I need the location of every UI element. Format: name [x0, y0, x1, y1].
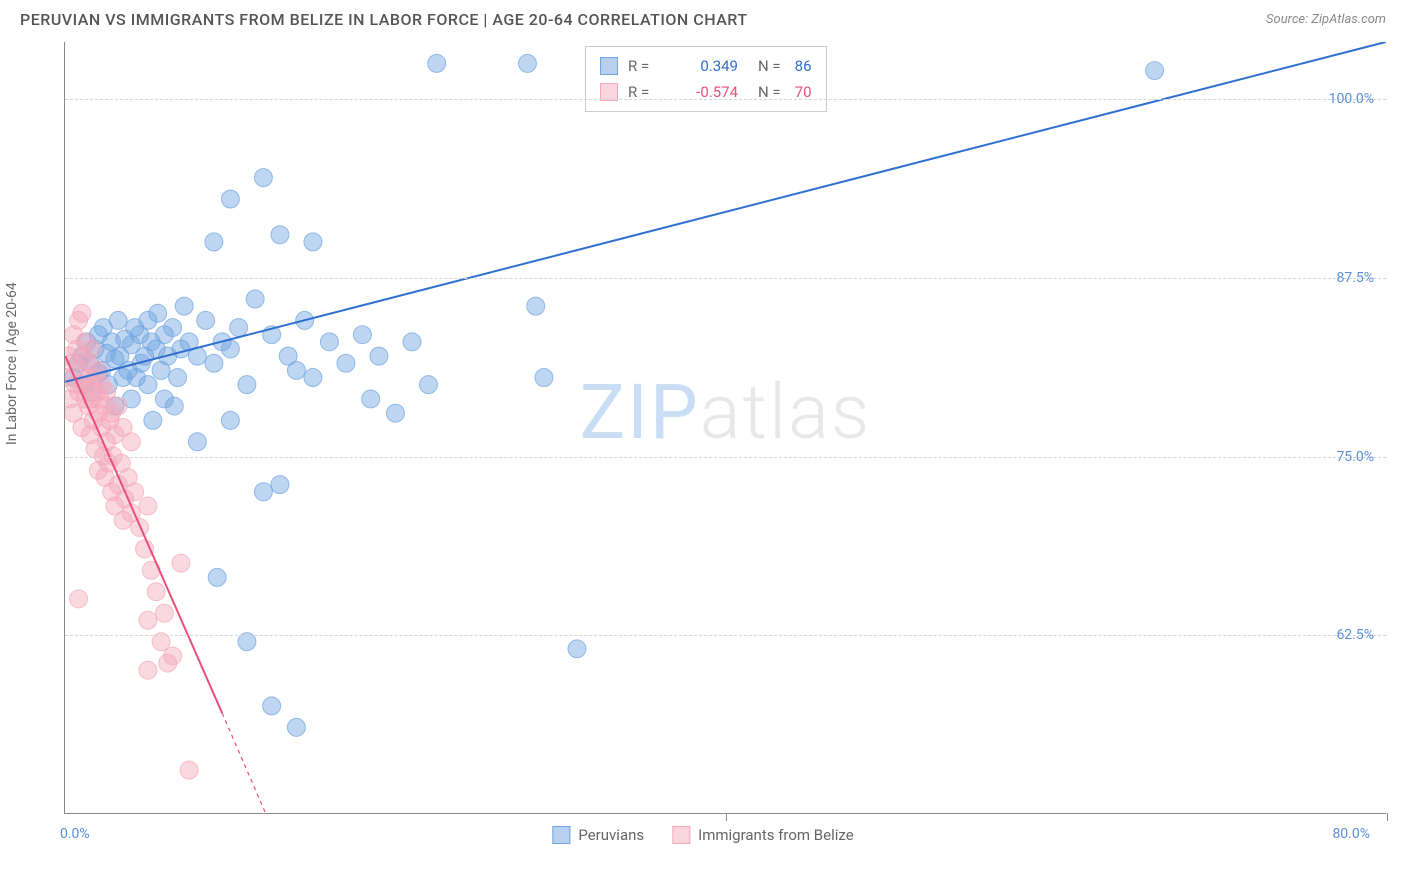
- data-point: [230, 319, 248, 337]
- x-tick: [726, 813, 727, 821]
- data-point: [197, 311, 215, 329]
- data-point: [419, 376, 437, 394]
- legend-row: R = 0.349 N = 86: [600, 53, 812, 79]
- gridline: [65, 99, 1386, 100]
- data-point: [164, 647, 182, 665]
- plot-area: ZIPatlas R =0.349N =86R =-0.574N =70 62.…: [64, 42, 1386, 814]
- data-point: [254, 169, 272, 187]
- data-point: [337, 354, 355, 372]
- data-point: [254, 483, 272, 501]
- data-point: [287, 361, 305, 379]
- data-point: [155, 604, 173, 622]
- data-point: [271, 476, 289, 494]
- series-legend-label: Immigrants from Belize: [698, 826, 854, 844]
- gridline: [65, 457, 1386, 458]
- data-point: [83, 340, 101, 358]
- data-point: [205, 233, 223, 251]
- data-point: [205, 354, 223, 372]
- data-point: [246, 290, 264, 308]
- data-point: [164, 319, 182, 337]
- data-point: [535, 369, 553, 387]
- data-point: [1146, 62, 1164, 80]
- data-point: [169, 369, 187, 387]
- data-point: [238, 376, 256, 394]
- legend-row: R =-0.574N =70: [600, 79, 812, 105]
- n-label: N =: [758, 57, 781, 75]
- x-axis-min-label: 0.0%: [60, 826, 90, 842]
- data-point: [271, 226, 289, 244]
- data-point: [527, 297, 545, 315]
- data-point: [362, 390, 380, 408]
- data-point: [287, 718, 305, 736]
- series-legend-item: Peruvians: [552, 826, 644, 844]
- data-point: [428, 54, 446, 72]
- data-point: [188, 433, 206, 451]
- series-legend: Peruvians Immigrants from Belize: [552, 826, 853, 844]
- data-point: [149, 304, 167, 322]
- y-tick-label: 62.5%: [1336, 627, 1374, 643]
- x-tick: [1387, 813, 1388, 821]
- chart-title: PERUVIAN VS IMMIGRANTS FROM BELIZE IN LA…: [20, 10, 748, 29]
- data-point: [353, 326, 371, 344]
- data-point: [208, 568, 226, 586]
- data-point: [109, 397, 127, 415]
- data-point: [221, 340, 239, 358]
- data-point: [180, 761, 198, 779]
- regression-line-extrapolated: [222, 713, 272, 813]
- data-point: [73, 304, 91, 322]
- n-value: 86: [795, 57, 812, 75]
- chart-svg: [65, 42, 1386, 813]
- regression-line: [65, 356, 222, 713]
- data-point: [518, 54, 536, 72]
- data-point: [221, 190, 239, 208]
- r-label: R =: [628, 57, 658, 75]
- data-point: [139, 376, 157, 394]
- legend-swatch: [552, 826, 570, 844]
- data-point: [175, 297, 193, 315]
- data-point: [70, 590, 88, 608]
- data-point: [568, 640, 586, 658]
- data-point: [304, 233, 322, 251]
- data-point: [320, 333, 338, 351]
- data-point: [263, 697, 281, 715]
- y-axis-label: In Labor Force | Age 20-64: [4, 282, 20, 445]
- data-point: [122, 433, 140, 451]
- data-point: [144, 411, 162, 429]
- data-point: [165, 397, 183, 415]
- source-attribution: Source: ZipAtlas.com: [1266, 12, 1386, 27]
- data-point: [139, 497, 157, 515]
- y-tick-label: 100.0%: [1329, 91, 1374, 107]
- y-tick-label: 87.5%: [1336, 270, 1374, 286]
- data-point: [98, 383, 116, 401]
- data-point: [403, 333, 421, 351]
- series-legend-label: Peruvians: [578, 826, 644, 844]
- gridline: [65, 635, 1386, 636]
- x-axis-max-label: 80.0%: [1332, 826, 1370, 842]
- data-point: [172, 554, 190, 572]
- gridline: [65, 278, 1386, 279]
- data-point: [386, 404, 404, 422]
- correlation-legend: R = 0.349 N = 86 R =-0.574N =70: [585, 46, 827, 112]
- y-tick-label: 75.0%: [1336, 449, 1374, 465]
- r-value: 0.349: [668, 57, 738, 75]
- series-legend-item: Immigrants from Belize: [672, 826, 854, 844]
- legend-swatch: [672, 826, 690, 844]
- data-point: [304, 369, 322, 387]
- data-point: [139, 661, 157, 679]
- data-point: [147, 583, 165, 601]
- data-point: [139, 611, 157, 629]
- chart-container: In Labor Force | Age 20-64 ZIPatlas R =0…: [20, 42, 1386, 848]
- data-point: [370, 347, 388, 365]
- legend-swatch: [600, 57, 618, 75]
- data-point: [109, 311, 127, 329]
- data-point: [221, 411, 239, 429]
